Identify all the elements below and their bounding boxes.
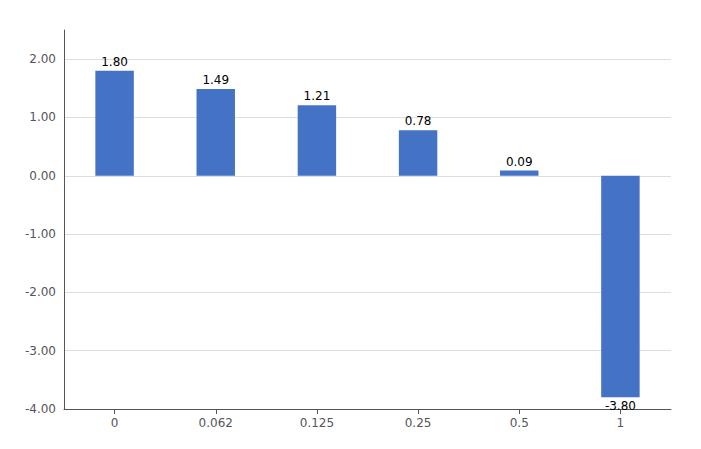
svg-text:0.5: 0.5 — [510, 416, 529, 430]
svg-text:2.00: 2.00 — [29, 52, 56, 66]
svg-text:1.80: 1.80 — [101, 55, 128, 69]
svg-text:-1.00: -1.00 — [25, 227, 56, 241]
svg-text:1.00: 1.00 — [29, 110, 56, 124]
svg-text:0.00: 0.00 — [29, 169, 56, 183]
svg-text:0.062: 0.062 — [199, 416, 233, 430]
svg-text:-2.00: -2.00 — [25, 285, 56, 299]
svg-text:0.78: 0.78 — [405, 114, 432, 128]
svg-text:0: 0 — [111, 416, 119, 430]
svg-text:1.49: 1.49 — [202, 73, 229, 87]
svg-text:0.125: 0.125 — [300, 416, 334, 430]
svg-text:-3.00: -3.00 — [25, 344, 56, 358]
svg-text:-4.00: -4.00 — [25, 402, 56, 416]
svg-text:-3.80: -3.80 — [605, 399, 636, 413]
svg-text:0.25: 0.25 — [405, 416, 432, 430]
svg-text:1: 1 — [617, 416, 625, 430]
svg-text:1.21: 1.21 — [304, 89, 331, 103]
svg-text:0.09: 0.09 — [506, 155, 533, 169]
